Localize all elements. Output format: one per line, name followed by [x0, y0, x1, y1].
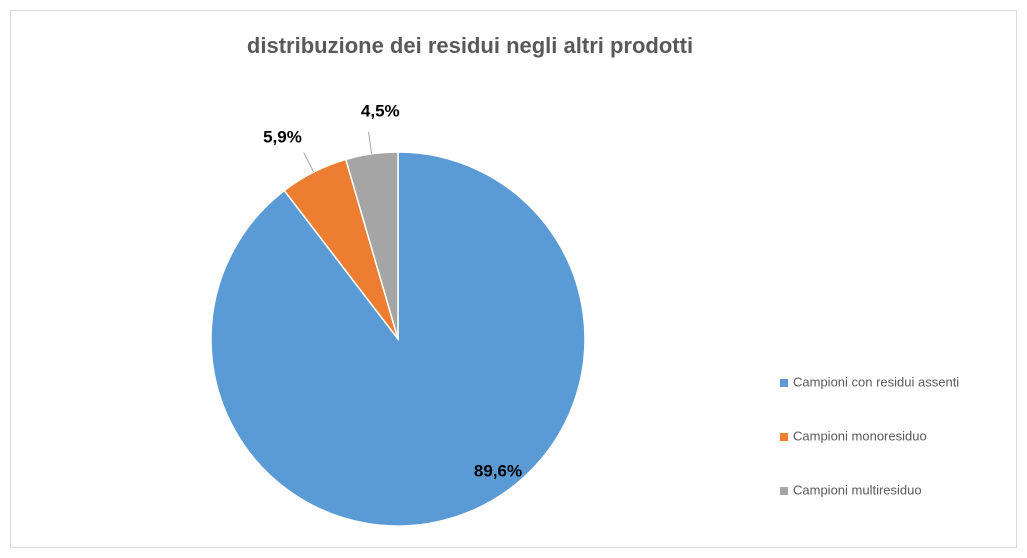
legend-swatch: [780, 433, 788, 441]
legend-label: Campioni con residui assenti: [793, 374, 959, 389]
legend-swatch: [780, 487, 788, 495]
leader-line: [303, 152, 315, 173]
data-label: 4,5%: [361, 102, 400, 121]
data-label: 5,9%: [263, 128, 302, 147]
pie-slice: [344, 151, 399, 340]
legend-label: Campioni multiresiduo: [793, 482, 922, 497]
chart-title: distribuzione dei residui negli altri pr…: [247, 33, 693, 58]
data-label: 89,6%: [474, 461, 522, 480]
legend-label: Campioni monoresiduo: [793, 428, 927, 443]
legend-swatch: [780, 379, 788, 387]
leader-line: [368, 132, 373, 154]
